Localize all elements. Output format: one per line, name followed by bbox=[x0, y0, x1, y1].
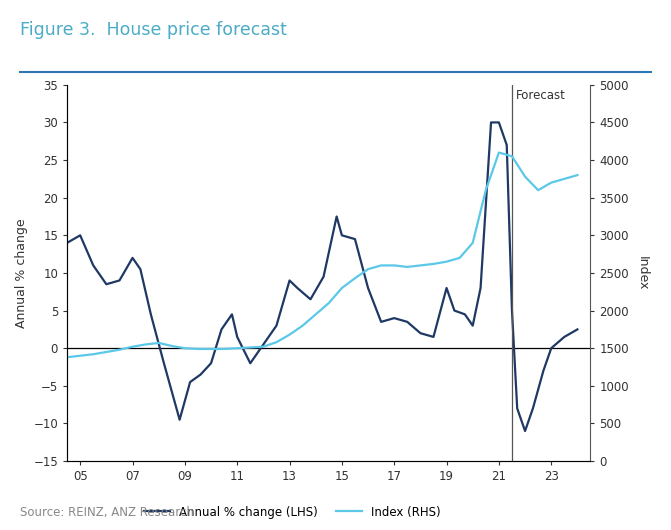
Index (RHS) bbox=[548, 180, 556, 186]
Annual % change (LHS) bbox=[508, 307, 516, 314]
Annual % change (LHS) bbox=[364, 285, 372, 291]
Index (RHS) bbox=[299, 322, 307, 329]
Annual % change (LHS) bbox=[307, 296, 315, 303]
Annual % change (LHS) bbox=[319, 273, 327, 280]
Index (RHS) bbox=[207, 346, 215, 352]
Annual % change (LHS) bbox=[76, 232, 85, 238]
Index (RHS) bbox=[286, 331, 294, 338]
Index (RHS) bbox=[468, 240, 476, 246]
Index (RHS) bbox=[233, 345, 241, 351]
Index (RHS) bbox=[311, 311, 319, 317]
Index (RHS) bbox=[89, 351, 97, 357]
Index (RHS) bbox=[181, 345, 189, 351]
Annual % change (LHS) bbox=[259, 341, 267, 348]
Index (RHS) bbox=[508, 153, 516, 160]
Annual % change (LHS) bbox=[228, 311, 236, 317]
Index (RHS) bbox=[272, 339, 280, 346]
Annual % change (LHS) bbox=[429, 334, 437, 340]
Annual % change (LHS) bbox=[403, 319, 411, 325]
Annual % change (LHS) bbox=[416, 330, 425, 337]
Annual % change (LHS) bbox=[333, 213, 341, 219]
Annual % change (LHS) bbox=[176, 417, 184, 423]
Annual % change (LHS) bbox=[487, 119, 495, 126]
Index (RHS) bbox=[220, 346, 228, 352]
Index (RHS) bbox=[76, 352, 85, 359]
Index (RHS) bbox=[574, 172, 582, 178]
Annual % change (LHS) bbox=[103, 281, 111, 287]
Index (RHS) bbox=[482, 187, 490, 193]
Index (RHS) bbox=[115, 347, 123, 353]
Index (RHS) bbox=[534, 187, 542, 193]
Annual % change (LHS) bbox=[529, 405, 537, 412]
Index (RHS) bbox=[154, 340, 163, 346]
Index (RHS) bbox=[364, 266, 372, 272]
Annual % change (LHS) bbox=[115, 277, 123, 284]
Index (RHS) bbox=[325, 300, 333, 306]
Y-axis label: Index: Index bbox=[635, 256, 649, 290]
Text: Figure 3.  House price forecast: Figure 3. House price forecast bbox=[20, 21, 287, 39]
Line: Annual % change (LHS): Annual % change (LHS) bbox=[67, 122, 578, 431]
Annual % change (LHS) bbox=[574, 326, 582, 333]
Index (RHS) bbox=[429, 261, 437, 267]
Annual % change (LHS) bbox=[128, 255, 137, 261]
Index (RHS) bbox=[403, 264, 411, 270]
Index (RHS) bbox=[560, 176, 568, 182]
Annual % change (LHS) bbox=[450, 307, 458, 314]
Index (RHS) bbox=[416, 262, 425, 269]
Legend: Annual % change (LHS), Index (RHS): Annual % change (LHS), Index (RHS) bbox=[139, 501, 446, 523]
Annual % change (LHS) bbox=[186, 379, 194, 385]
Annual % change (LHS) bbox=[548, 345, 556, 351]
Annual % change (LHS) bbox=[521, 428, 529, 434]
Annual % change (LHS) bbox=[160, 360, 168, 366]
Annual % change (LHS) bbox=[147, 311, 155, 317]
Annual % change (LHS) bbox=[136, 266, 144, 272]
Index (RHS) bbox=[377, 262, 385, 269]
Index (RHS) bbox=[495, 149, 503, 156]
Annual % change (LHS) bbox=[443, 285, 451, 291]
Annual % change (LHS) bbox=[233, 334, 241, 340]
Annual % change (LHS) bbox=[63, 240, 71, 246]
Index (RHS) bbox=[443, 259, 451, 265]
Annual % change (LHS) bbox=[461, 311, 469, 317]
Annual % change (LHS) bbox=[351, 236, 359, 242]
Line: Index (RHS): Index (RHS) bbox=[67, 153, 578, 357]
Annual % change (LHS) bbox=[495, 119, 503, 126]
Index (RHS) bbox=[351, 275, 359, 281]
Annual % change (LHS) bbox=[560, 334, 568, 340]
Annual % change (LHS) bbox=[377, 319, 385, 325]
Index (RHS) bbox=[259, 343, 267, 350]
Index (RHS) bbox=[142, 341, 150, 348]
Index (RHS) bbox=[194, 346, 202, 352]
Annual % change (LHS) bbox=[272, 322, 280, 329]
Index (RHS) bbox=[63, 354, 71, 360]
Index (RHS) bbox=[456, 255, 464, 261]
Annual % change (LHS) bbox=[513, 405, 521, 412]
Annual % change (LHS) bbox=[390, 315, 398, 321]
Index (RHS) bbox=[390, 262, 398, 269]
Index (RHS) bbox=[246, 344, 254, 351]
Annual % change (LHS) bbox=[539, 368, 548, 374]
Annual % change (LHS) bbox=[246, 360, 254, 366]
Annual % change (LHS) bbox=[503, 142, 511, 148]
Annual % change (LHS) bbox=[293, 285, 301, 291]
Annual % change (LHS) bbox=[468, 322, 476, 329]
Annual % change (LHS) bbox=[217, 326, 225, 333]
Annual % change (LHS) bbox=[197, 372, 205, 378]
Index (RHS) bbox=[521, 173, 529, 180]
Annual % change (LHS) bbox=[338, 232, 346, 238]
Annual % change (LHS) bbox=[286, 277, 294, 284]
Index (RHS) bbox=[168, 343, 176, 349]
Annual % change (LHS) bbox=[89, 262, 97, 269]
Text: Forecast: Forecast bbox=[516, 89, 566, 102]
Y-axis label: Annual % change: Annual % change bbox=[15, 218, 28, 328]
Index (RHS) bbox=[128, 343, 137, 350]
Index (RHS) bbox=[338, 285, 346, 291]
Index (RHS) bbox=[103, 349, 111, 355]
Text: Source: REINZ, ANZ Research: Source: REINZ, ANZ Research bbox=[20, 506, 194, 519]
Annual % change (LHS) bbox=[476, 285, 484, 291]
Annual % change (LHS) bbox=[207, 360, 215, 366]
